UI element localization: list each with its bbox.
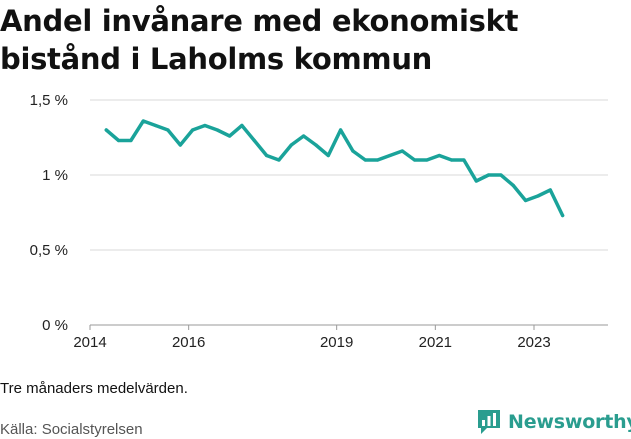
data-point bbox=[425, 158, 429, 162]
y-tick-label: 0,5 % bbox=[30, 242, 68, 259]
data-point bbox=[326, 153, 330, 158]
data-point bbox=[117, 138, 121, 143]
source-credit: Källa: Socialstyrelsen bbox=[0, 421, 143, 438]
data-point bbox=[228, 134, 232, 138]
x-tick-label: 2021 bbox=[419, 334, 452, 351]
data-point bbox=[240, 123, 244, 128]
chart-note: Tre månaders medelvärden. bbox=[0, 380, 188, 397]
data-point bbox=[265, 153, 269, 158]
y-tick-label: 1 % bbox=[42, 167, 68, 184]
data-point bbox=[166, 128, 170, 132]
data-point bbox=[413, 158, 417, 162]
chart-title: Andel invånare med ekonomiskt bistånd i … bbox=[0, 2, 600, 78]
data-point bbox=[302, 134, 306, 138]
y-axis-tick-labels: 0 % 0,5 % 1 % 1,5 % bbox=[30, 92, 68, 334]
data-point bbox=[524, 198, 528, 203]
data-point bbox=[450, 158, 454, 162]
brand-name: Newsworthy bbox=[508, 411, 631, 433]
y-tick-label: 1,5 % bbox=[30, 92, 68, 109]
data-point bbox=[104, 128, 108, 132]
data-point bbox=[129, 138, 133, 143]
y-tick-label: 0 % bbox=[42, 317, 68, 334]
chart-title-line-1: Andel invånare med ekonomiskt bbox=[0, 4, 519, 38]
data-point bbox=[314, 143, 318, 147]
data-point bbox=[499, 173, 503, 177]
data-point bbox=[462, 158, 466, 162]
data-point bbox=[437, 153, 441, 158]
data-point bbox=[400, 149, 404, 153]
data-point bbox=[536, 194, 540, 198]
data-point bbox=[351, 149, 355, 153]
data-point bbox=[561, 213, 565, 218]
data-point bbox=[511, 183, 515, 188]
data-point bbox=[339, 128, 343, 132]
data-point bbox=[178, 143, 182, 147]
newsworthy-logo[interactable]: Newsworthy bbox=[476, 408, 631, 436]
bar-chart-speech-bubble-icon bbox=[478, 410, 500, 434]
data-point bbox=[215, 128, 219, 132]
data-point bbox=[548, 188, 552, 192]
series-layer bbox=[104, 119, 565, 218]
x-tick-label: 2016 bbox=[172, 334, 205, 351]
line-chart: 0 % 0,5 % 1 % 1,5 % 2014 2016 2019 2021 2023 bbox=[30, 92, 608, 351]
x-tick-label: 2023 bbox=[517, 334, 550, 351]
data-point bbox=[363, 158, 367, 162]
data-point bbox=[474, 179, 478, 183]
data-point bbox=[191, 128, 195, 132]
data-point bbox=[203, 123, 207, 128]
chart-title-line-2: bistånd i Laholms kommun bbox=[0, 42, 433, 76]
data-point bbox=[487, 173, 491, 177]
data-point bbox=[388, 153, 392, 158]
data-point bbox=[154, 123, 158, 128]
data-point bbox=[252, 138, 256, 143]
series-line bbox=[104, 119, 565, 218]
data-point bbox=[277, 158, 281, 162]
x-tick-label: 2019 bbox=[320, 334, 353, 351]
x-axis: 2014 2016 2019 2021 2023 bbox=[73, 325, 551, 351]
gridlines bbox=[90, 99, 608, 326]
x-tick-label: 2014 bbox=[73, 334, 106, 351]
data-point bbox=[376, 158, 380, 162]
data-point bbox=[289, 143, 293, 147]
data-point bbox=[141, 119, 145, 123]
